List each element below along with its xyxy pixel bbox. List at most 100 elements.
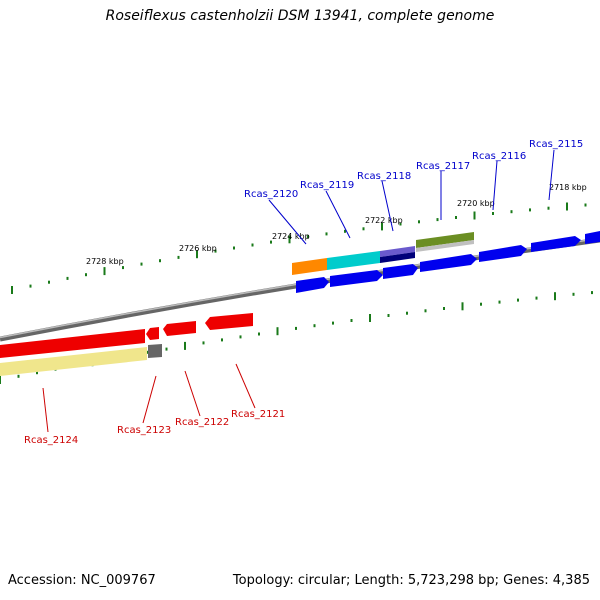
minor-tick xyxy=(492,212,494,215)
gene-block-orange[interactable] xyxy=(292,258,327,275)
minor-tick xyxy=(480,302,482,306)
minor-tick xyxy=(418,220,420,224)
gene-arrow-reverse[interactable] xyxy=(163,321,196,336)
major-tick xyxy=(196,250,198,259)
gene-label-rcas-2120[interactable]: Rcas_2120 xyxy=(244,189,298,200)
gene-arrow-reverse[interactable] xyxy=(146,327,159,340)
forward-leader-lines xyxy=(268,149,555,245)
gene-arrow-reverse[interactable] xyxy=(0,329,145,358)
topology-text: Topology: circular; Length: 5,723,298 bp… xyxy=(232,573,590,588)
kbp-label-2722: 2722 kbp xyxy=(365,216,403,225)
minor-tick xyxy=(239,335,242,339)
minor-tick xyxy=(325,232,328,236)
kbp-label-2726: 2726 kbp xyxy=(179,244,217,253)
gene-label-rcas-2116[interactable]: Rcas_2116 xyxy=(472,151,526,162)
outer-tick-ring xyxy=(11,202,587,294)
minor-tick xyxy=(313,324,316,328)
minor-tick xyxy=(517,298,519,302)
minor-tick xyxy=(436,218,439,222)
major-tick xyxy=(473,211,476,220)
gene-label-rcas-2122[interactable]: Rcas_2122 xyxy=(175,417,229,428)
gene-label-rcas-2115[interactable]: Rcas_2115 xyxy=(529,139,583,150)
major-tick xyxy=(276,327,279,336)
minor-tick xyxy=(344,229,346,233)
major-tick xyxy=(554,292,556,301)
minor-tick xyxy=(159,259,161,263)
gene-arrow[interactable] xyxy=(383,264,418,279)
major-tick xyxy=(566,202,568,211)
minor-tick xyxy=(535,296,538,300)
minor-tick xyxy=(36,371,38,375)
gene-arrow[interactable] xyxy=(420,254,477,272)
gene-block-olive[interactable] xyxy=(416,232,474,248)
minor-tick xyxy=(332,321,334,325)
minor-tick xyxy=(510,210,513,214)
major-tick xyxy=(0,376,1,384)
major-tick xyxy=(369,314,371,322)
gene-arrow[interactable] xyxy=(330,270,383,287)
gene-label-rcas-2124[interactable]: Rcas_2124 xyxy=(24,435,78,446)
minor-tick xyxy=(29,284,32,288)
minor-tick xyxy=(498,300,501,304)
gene-arrow[interactable] xyxy=(531,236,581,252)
minor-tick xyxy=(547,206,550,210)
minor-tick xyxy=(270,240,272,244)
minor-tick xyxy=(591,291,593,295)
minor-tick xyxy=(202,341,205,345)
reverse-leader-lines xyxy=(42,363,256,433)
inner-tick-ring xyxy=(0,291,593,384)
page-title: Roseiflexus castenholzii DSM 13941, comp… xyxy=(105,8,495,24)
major-tick xyxy=(103,267,106,276)
gene-label-rcas-2118[interactable]: Rcas_2118 xyxy=(357,171,411,182)
minor-tick xyxy=(17,374,20,378)
accession-text: Accession: NC_009767 xyxy=(8,573,156,588)
gene-label-rcas-2119[interactable]: Rcas_2119 xyxy=(300,180,354,191)
major-tick xyxy=(184,341,186,350)
gene-label-rcas-2123[interactable]: Rcas_2123 xyxy=(117,425,171,436)
kbp-label-2720: 2720 kbp xyxy=(457,199,495,208)
minor-tick xyxy=(295,326,297,330)
gene-arrow[interactable] xyxy=(585,231,600,244)
gene-block-gray[interactable] xyxy=(148,344,162,358)
forward-gene-row xyxy=(296,231,600,293)
minor-tick xyxy=(350,319,353,322)
minor-tick xyxy=(251,243,254,247)
minor-tick xyxy=(165,347,168,351)
minor-tick xyxy=(214,249,217,253)
gene-label-rcas-2121[interactable]: Rcas_2121 xyxy=(231,409,285,420)
forward-colored-row xyxy=(292,232,474,275)
gene-label-rcas-2117[interactable]: Rcas_2117 xyxy=(416,161,470,172)
minor-tick xyxy=(529,208,531,212)
minor-tick xyxy=(48,280,50,284)
gene-arrow[interactable] xyxy=(479,245,527,262)
minor-tick xyxy=(443,307,445,310)
major-tick xyxy=(381,222,383,231)
minor-tick xyxy=(221,338,223,342)
reverse-gene-row xyxy=(0,313,253,376)
gene-block-lightgray[interactable] xyxy=(416,240,474,252)
minor-tick xyxy=(66,276,69,280)
gene-block-slateblue[interactable] xyxy=(380,246,415,257)
minor-tick xyxy=(399,222,402,226)
minor-tick xyxy=(122,266,124,270)
minor-tick xyxy=(424,309,427,313)
gene-block-navy[interactable] xyxy=(380,252,415,263)
minor-tick xyxy=(455,216,457,219)
minor-tick xyxy=(85,273,87,277)
gene-block-cyan[interactable] xyxy=(327,251,380,270)
minor-tick xyxy=(362,227,365,231)
minor-tick xyxy=(307,235,309,239)
major-tick xyxy=(11,286,13,294)
kbp-label-2724: 2724 kbp xyxy=(272,232,310,241)
kbp-label-2728: 2728 kbp xyxy=(86,257,124,266)
minor-tick xyxy=(233,246,235,250)
gene-block-khaki[interactable] xyxy=(0,347,147,376)
minor-tick xyxy=(177,255,180,259)
gene-arrow[interactable] xyxy=(296,277,329,293)
major-tick xyxy=(461,302,464,311)
major-tick xyxy=(288,235,291,244)
minor-tick xyxy=(387,314,390,317)
gene-arrow-reverse[interactable] xyxy=(205,313,253,330)
